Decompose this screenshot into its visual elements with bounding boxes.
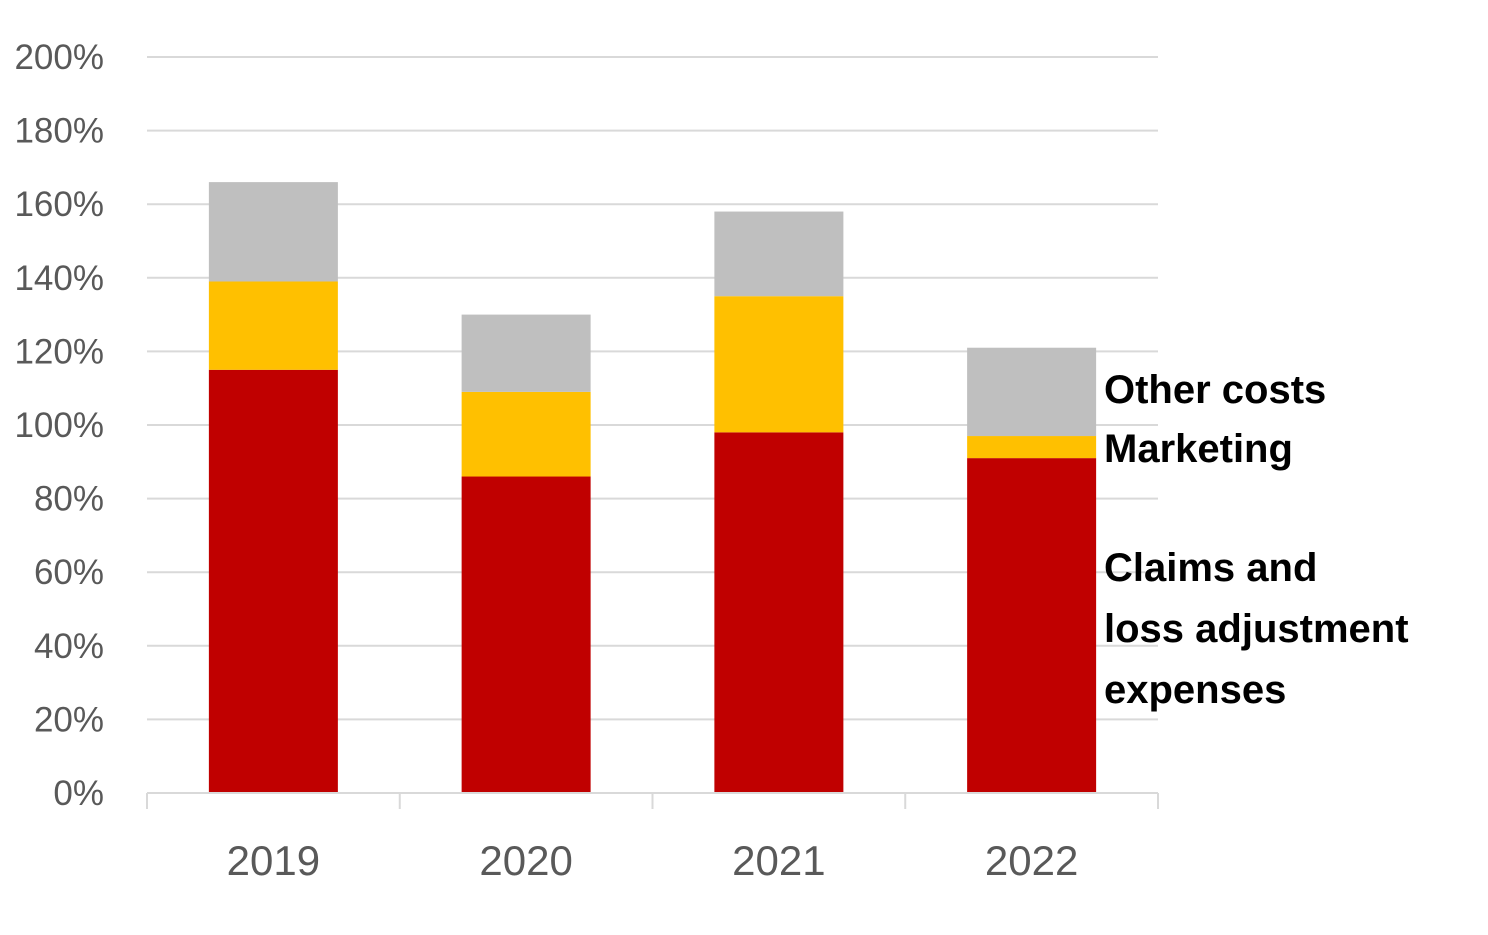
bar-2022-other-costs	[967, 347, 1097, 437]
bar-2021-other-costs	[714, 211, 844, 297]
y-tick-label: 120%	[14, 332, 104, 371]
series-labels: Claims and loss adjustment expenses Marketi…	[1104, 368, 1409, 712]
bar-2019-other-costs	[208, 182, 338, 282]
series-label-other-costs-line-0: Other costs	[1104, 368, 1326, 412]
bar-2021-marketing	[714, 296, 844, 433]
bar-2019-marketing	[208, 281, 338, 370]
x-axis-tick-labels: 2019 2020 2021 2022	[227, 837, 1079, 884]
bars	[208, 182, 1097, 793]
series-label-claims-and-loss-adjustment-expenses-line-1: loss adjustment	[1104, 607, 1409, 651]
bar-2020-claims-and-loss-adjustment-expenses	[461, 476, 591, 793]
x-axis	[146, 792, 1159, 809]
bar-2021-claims-and-loss-adjustment-expenses	[714, 432, 844, 793]
series-label-claims-and-loss-adjustment-expenses-line-0: Claims and	[1104, 546, 1317, 590]
x-tick-label-2020: 2020	[479, 837, 572, 884]
y-tick-label: 20%	[34, 700, 104, 739]
bar-2019-claims-and-loss-adjustment-expenses	[208, 369, 338, 793]
bar-2022-claims-and-loss-adjustment-expenses	[967, 458, 1097, 793]
y-axis-tick-labels: 0% 20% 40% 60% 80% 100% 120% 140% 160% 180% 200%	[14, 38, 104, 813]
y-tick-label: 40%	[34, 627, 104, 666]
y-tick-label: 80%	[34, 480, 104, 519]
bar-2020-marketing	[461, 391, 591, 477]
y-tick-label: 0%	[53, 774, 104, 813]
x-tick-label-2019: 2019	[227, 837, 320, 884]
y-tick-label: 60%	[34, 553, 104, 592]
x-tick-label-2022: 2022	[985, 837, 1078, 884]
y-tick-label: 140%	[14, 259, 104, 298]
y-tick-label: 100%	[14, 406, 104, 445]
x-tick-label-2021: 2021	[732, 837, 825, 884]
series-label-claims-and-loss-adjustment-expenses-line-2: expenses	[1104, 668, 1286, 712]
y-tick-label: 180%	[14, 112, 104, 151]
y-tick-label: 160%	[14, 185, 104, 224]
series-label-marketing-line-0: Marketing	[1104, 427, 1293, 471]
y-tick-label: 200%	[14, 38, 104, 77]
bar-2022-marketing	[967, 436, 1097, 459]
bar-2020-other-costs	[461, 314, 591, 392]
